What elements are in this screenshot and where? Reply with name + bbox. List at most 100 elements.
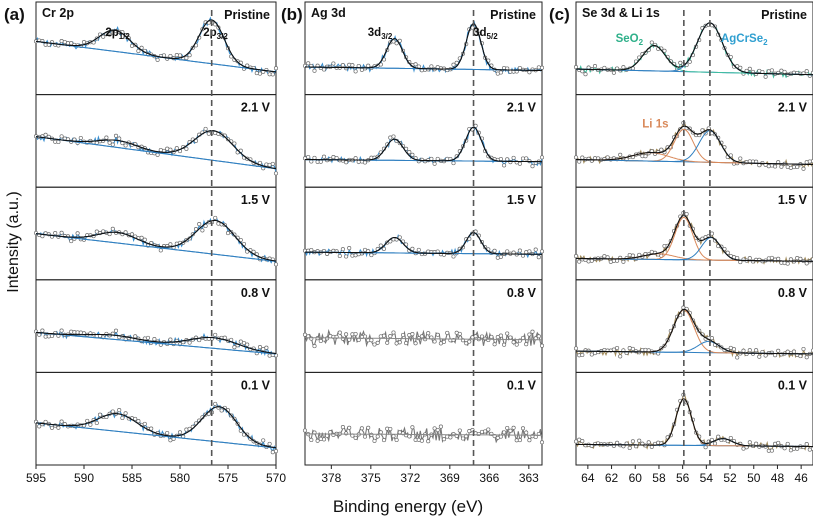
data-point (110, 409, 115, 414)
data-point (527, 332, 532, 337)
data-point (536, 334, 541, 339)
data-point (511, 155, 516, 160)
data-point (375, 340, 380, 345)
condition-label: 2.1 V (778, 101, 808, 115)
data-point (583, 72, 588, 77)
data-point (627, 445, 632, 451)
peak-label: 2p3/2 (203, 27, 228, 41)
data-point (257, 345, 263, 350)
data-point (735, 355, 740, 360)
data-point (451, 62, 456, 67)
x-tick-label: 590 (74, 471, 94, 485)
peak-label: 3d5/2 (473, 27, 498, 41)
data-point (505, 249, 510, 254)
data-point (804, 355, 809, 360)
data-point (165, 430, 170, 436)
component-peak (304, 23, 542, 71)
data-point (378, 430, 383, 435)
data-point (429, 156, 434, 161)
data-point (435, 427, 440, 433)
data-point (441, 437, 447, 442)
data-point (139, 45, 144, 50)
data-point (539, 343, 545, 348)
envelope-fit (575, 125, 813, 166)
data-point (498, 254, 503, 259)
data-point (318, 436, 323, 441)
data-point (615, 440, 620, 445)
data-point (618, 152, 623, 157)
data-point (362, 334, 368, 339)
x-axis: 378 375 372 369 366 363 (321, 465, 539, 485)
data-point (435, 249, 440, 254)
data-point (59, 134, 64, 139)
component-label: SeO2 (616, 33, 644, 47)
data-point (309, 247, 314, 253)
data-point (337, 253, 342, 259)
data-point (362, 160, 368, 165)
data-point (592, 64, 598, 69)
data-point (716, 434, 721, 439)
data-point (678, 60, 683, 65)
data-point (486, 427, 491, 432)
data-point (142, 237, 147, 242)
data-point (59, 328, 64, 333)
condition-label: 0.1 V (778, 378, 808, 392)
data-point (795, 256, 800, 261)
data-point (139, 235, 144, 240)
data-point (413, 341, 418, 346)
data-point (776, 256, 781, 261)
data-point (511, 425, 516, 430)
data-point (321, 437, 327, 442)
data-point (94, 229, 99, 234)
data-point (454, 60, 459, 65)
x-tick-label: 378 (321, 471, 341, 485)
data-point (321, 154, 327, 159)
data-point (238, 339, 243, 344)
data-point (769, 255, 774, 260)
data-point (372, 438, 377, 443)
data-point (75, 231, 80, 236)
data-point (573, 65, 579, 70)
data-markers (33, 401, 279, 455)
data-point (388, 334, 393, 339)
condition-label: 0.8 V (241, 286, 271, 300)
data-point (267, 353, 272, 358)
data-point (177, 430, 183, 435)
peak-label: 3d3/2 (368, 27, 393, 41)
envelope-fit (35, 406, 277, 449)
x-tick-label: 580 (170, 471, 190, 485)
data-point (152, 337, 157, 342)
panel-title: Ag 3d (311, 6, 346, 20)
condition-label: 0.1 V (507, 378, 537, 392)
data-point (369, 338, 374, 343)
subpanel-frame (304, 371, 543, 466)
data-point (460, 436, 466, 441)
data-point (340, 247, 345, 252)
data-point (804, 261, 809, 266)
data-point (107, 32, 112, 37)
data-point (213, 215, 218, 220)
data-point (312, 344, 317, 349)
panel-label: (b) (281, 5, 303, 24)
data-point (776, 440, 781, 445)
data-point (527, 249, 532, 254)
data-point (438, 424, 443, 429)
data-point (533, 434, 538, 440)
data-point (110, 142, 115, 147)
data-point (359, 426, 364, 431)
data-point (378, 334, 383, 339)
data-point (432, 426, 437, 431)
data-point (445, 330, 450, 335)
data-point (763, 74, 768, 79)
data-point (505, 425, 510, 431)
data-point (684, 211, 689, 217)
data-point (133, 334, 138, 339)
data-point (573, 155, 579, 160)
data-point (113, 328, 119, 333)
data-point (589, 258, 594, 263)
data-point (213, 401, 218, 406)
data-point (375, 434, 380, 439)
data-point (738, 156, 743, 161)
envelope-fit (576, 398, 813, 448)
